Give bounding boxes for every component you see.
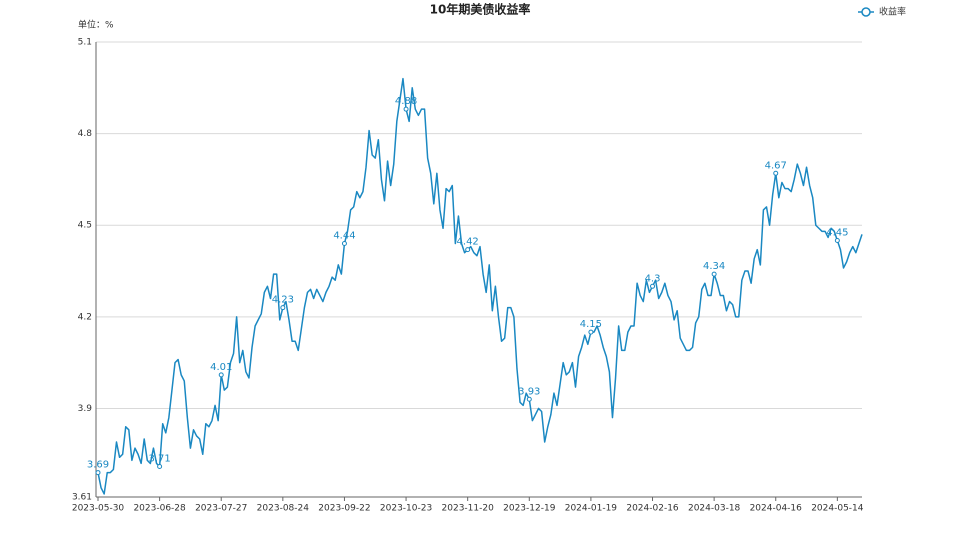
point-marker: [218, 372, 224, 378]
legend-label: 收益率: [879, 6, 906, 18]
value-label: 4.15: [580, 319, 602, 330]
x-tick-label: 2023-09-22: [318, 504, 370, 514]
value-label: 4.23: [272, 295, 294, 306]
y-unit-label: 单位：%: [78, 19, 114, 31]
y-tick-label: 3.61: [72, 493, 92, 503]
x-tick-label: 2024-03-18: [688, 504, 741, 514]
point-marker: [588, 329, 594, 335]
point-marker: [403, 106, 409, 112]
point-marker: [526, 396, 532, 402]
y-tick-label: 4.5: [78, 221, 92, 231]
x-tick-label: 2023-07-27: [195, 504, 247, 514]
point-marker: [95, 470, 101, 476]
value-label: 4.42: [457, 237, 479, 248]
value-label: 3.71: [148, 453, 170, 464]
y-tick-label: 5.1: [78, 38, 92, 48]
x-tick-label: 2023-05-30: [72, 504, 125, 514]
y-tick-label: 4.2: [78, 312, 92, 322]
value-label: 3.69: [87, 460, 109, 471]
point-marker: [834, 237, 840, 243]
value-label: 4.44: [333, 231, 355, 242]
series-line: [97, 77, 863, 495]
value-label: 4.67: [765, 160, 787, 171]
value-label: 3.93: [518, 386, 540, 397]
point-marker: [341, 241, 347, 247]
point-marker: [280, 305, 286, 311]
point-marker: [465, 247, 471, 253]
value-label: 4.01: [210, 362, 232, 373]
x-tick-label: 2024-05-14: [811, 504, 864, 514]
x-tick-label: 2023-12-19: [503, 504, 556, 514]
point-marker: [650, 283, 656, 289]
x-tick-label: 2024-04-16: [750, 504, 803, 514]
point-marker: [157, 463, 163, 469]
x-tick-label: 2023-11-20: [442, 504, 495, 514]
y-tick-label: 4.8: [78, 129, 93, 139]
x-tick-label: 2023-06-28: [133, 504, 186, 514]
point-marker: [773, 170, 779, 176]
point-marker: [711, 271, 717, 277]
chart-title: 10年期美债收益率: [430, 2, 531, 17]
value-label: 4.88: [395, 96, 417, 107]
x-tick-label: 2023-10-23: [380, 504, 432, 514]
x-tick-label: 2024-02-16: [626, 504, 679, 514]
legend-marker: [861, 7, 871, 17]
value-label: 4.45: [826, 227, 848, 238]
y-tick-label: 3.9: [78, 404, 93, 414]
x-tick-label: 2024-01-19: [565, 504, 618, 514]
x-tick-label: 2023-08-24: [257, 504, 310, 514]
value-label: 4.34: [703, 261, 725, 272]
value-label: 4.3: [645, 273, 661, 284]
